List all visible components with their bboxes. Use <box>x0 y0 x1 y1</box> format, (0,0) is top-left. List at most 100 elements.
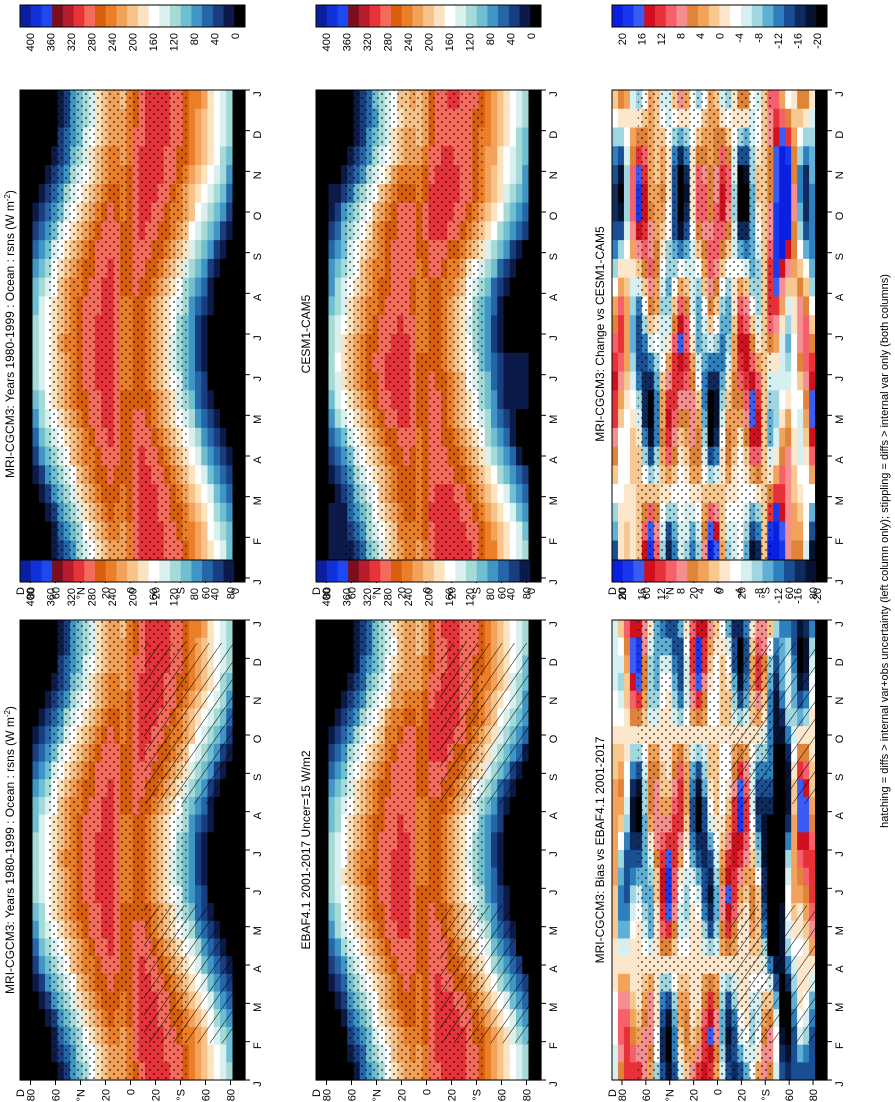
heatmap-cell <box>497 502 505 523</box>
heatmap-cell <box>484 814 492 833</box>
colorbar-swatch <box>380 560 392 582</box>
heatmap-cell <box>779 352 786 373</box>
heatmap-cell <box>316 673 323 692</box>
heatmap-cell <box>522 620 530 639</box>
colorbar-label: 160 <box>148 588 160 606</box>
heatmap-cell <box>207 146 215 166</box>
heatmap-cell <box>623 202 631 222</box>
heatmap-cell <box>528 146 536 166</box>
heatmap-cell <box>195 1044 202 1063</box>
heatmap-cell <box>20 334 27 354</box>
heatmap-cell <box>791 427 798 448</box>
heatmap-cell <box>497 202 505 222</box>
heatmap-cell <box>32 885 40 904</box>
heatmap-cell <box>226 850 234 869</box>
month-tick-label: J <box>252 621 264 627</box>
heatmap-cell <box>803 183 810 204</box>
heatmap-cell <box>491 352 498 373</box>
heatmap-cell <box>220 427 227 448</box>
heatmap-cell <box>809 202 816 222</box>
heatmap-cell <box>815 409 822 429</box>
heatmap-cell <box>316 885 323 904</box>
heatmap-cell <box>497 465 505 485</box>
colorbar-label: 240 <box>403 33 415 51</box>
heatmap-cell <box>322 296 330 316</box>
colorbar-swatch <box>223 560 235 582</box>
heatmap-cell <box>509 352 517 373</box>
colorbar-label: 240 <box>107 588 119 606</box>
heatmap-cell <box>503 202 511 222</box>
heatmap-cell <box>226 165 234 185</box>
heatmap-cell <box>38 296 46 316</box>
colorbar-swatch <box>84 5 96 27</box>
heatmap-cell <box>207 165 215 185</box>
heatmap-cell <box>232 221 240 241</box>
heatmap-cell <box>238 796 246 816</box>
colorbar-swatch <box>212 560 225 582</box>
heatmap-cell <box>232 540 240 560</box>
heatmap-cell <box>484 465 492 485</box>
heatmap-cell <box>785 258 792 279</box>
heatmap-cell <box>328 127 336 147</box>
heatmap-cell <box>322 1062 330 1081</box>
heatmap-cell <box>328 446 336 466</box>
heatmap-cell <box>238 637 246 656</box>
heatmap-cell <box>226 202 234 222</box>
heatmap-cell <box>213 814 221 833</box>
heatmap-cell <box>484 521 492 542</box>
heatmap-cell <box>503 867 511 886</box>
colorbar-label: 0 <box>526 588 538 594</box>
heatmap-cell <box>528 465 536 485</box>
heatmap-cell <box>779 427 786 448</box>
month-tick-label: A <box>548 456 560 464</box>
heatmap-cell <box>232 1026 240 1046</box>
heatmap-cell <box>534 620 542 639</box>
colorbar-swatch <box>326 560 338 582</box>
heatmap-cell <box>316 779 323 798</box>
heatmap-cell <box>238 352 246 373</box>
heatmap-cell <box>629 165 637 185</box>
heatmap-cell <box>26 779 34 798</box>
heatmap-cell <box>629 390 637 410</box>
heatmap-cell <box>20 108 27 129</box>
heatmap-cell <box>516 221 523 241</box>
heatmap-cell <box>629 277 637 298</box>
heatmap-cell <box>534 334 542 354</box>
colorbar-swatch <box>116 560 128 582</box>
month-tick-label: M <box>252 496 264 505</box>
colorbar-swatch <box>358 560 371 582</box>
heatmap-cell <box>815 315 822 335</box>
heatmap-cell <box>201 202 209 222</box>
heatmap-cell <box>20 690 27 710</box>
heatmap-cell <box>503 165 511 185</box>
heatmap-cell <box>803 258 810 279</box>
heatmap-cell <box>32 956 40 975</box>
heatmap-cell <box>809 315 816 335</box>
heatmap-cell <box>201 446 209 466</box>
heatmap-cell <box>503 90 511 110</box>
heatmap-cell <box>322 938 330 957</box>
heatmap-cell <box>484 108 492 129</box>
heatmap-cell <box>38 409 46 429</box>
month-tick-label: S <box>548 774 560 781</box>
heatmap-cell <box>809 540 816 560</box>
colorbar-swatch <box>498 560 510 582</box>
heatmap-cell <box>528 655 536 674</box>
heatmap-cell <box>534 832 542 851</box>
heatmap-cell <box>534 903 542 922</box>
heatmap-cell <box>207 1044 215 1063</box>
heatmap-cell <box>38 690 46 710</box>
heatmap-cell <box>322 1026 330 1046</box>
heatmap-cell <box>629 427 637 448</box>
heatmap-cell <box>26 867 34 886</box>
heatmap-cell <box>491 183 498 204</box>
heatmap-cell <box>497 296 505 316</box>
heatmap-cell <box>188 796 196 816</box>
heatmap-cell <box>791 484 798 504</box>
heatmap-cell <box>821 183 828 204</box>
heatmap-cell <box>226 867 234 886</box>
heatmap-cell <box>207 502 215 523</box>
heatmap-cell <box>328 655 336 674</box>
heatmap-cell <box>201 465 209 485</box>
colorbar-swatch <box>62 5 75 27</box>
